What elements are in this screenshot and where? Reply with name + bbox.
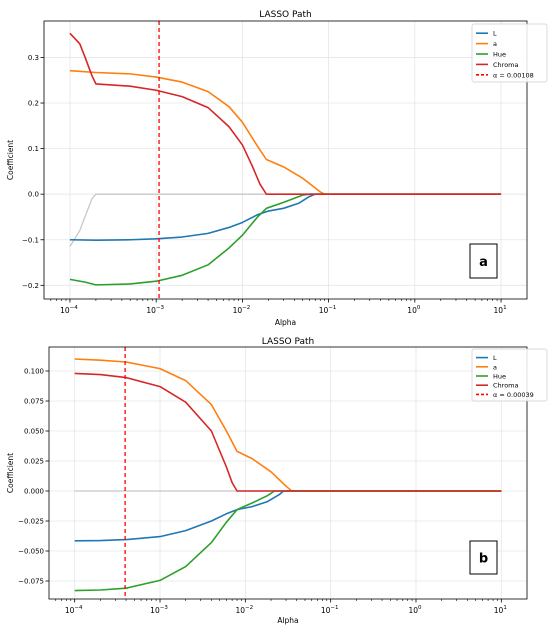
y-tick-label: −0.075 (18, 578, 44, 586)
zero-coefficient-path (69, 193, 502, 247)
legend-label: Chroma (493, 61, 518, 69)
legend-label: Hue (493, 51, 506, 59)
legend-box (471, 348, 548, 402)
x-tick-label: 10−2 (233, 305, 251, 315)
x-axis-label: Alpha (277, 616, 298, 625)
series-line-chroma (74, 372, 502, 492)
series-line-a (74, 358, 502, 492)
chart-title: LASSO Path (262, 337, 315, 347)
y-tick-label: 0.3 (28, 54, 39, 62)
y-axis-label: Coefficient (6, 140, 15, 180)
panel-label-box (469, 243, 498, 279)
y-tick-label: 0.0 (28, 191, 39, 199)
x-tick-label: 10−1 (319, 305, 337, 315)
y-tick-label: −0.1 (22, 236, 39, 244)
series-line-a (69, 69, 502, 195)
chart-legend: La Hue Chroma α = 0.00108 (471, 23, 548, 83)
y-tick-label: −0.050 (18, 548, 44, 556)
panel-label-box (469, 540, 498, 575)
x-tick-label: 101 (494, 305, 507, 315)
series-line-l (69, 193, 502, 242)
legend-label: L (493, 30, 497, 38)
chart-title: LASSO Path (259, 10, 312, 20)
legend-label: a (493, 363, 497, 371)
chart-panel-b: 10−4 10−3 10−2 10−1 100 101 −0.075 −0.050 −0.025… (6, 337, 548, 625)
legend-label: L (493, 354, 497, 362)
y-tick-label: −0.025 (18, 518, 44, 526)
series-line-hue (74, 490, 502, 592)
plot-frame (48, 346, 528, 600)
y-tick-label: 0.2 (28, 100, 39, 108)
y-tick-label: 0.100 (24, 368, 44, 376)
series-line-chroma (69, 32, 502, 195)
y-tick-label: 0.050 (24, 428, 44, 436)
y-tick-label: −0.2 (22, 282, 39, 290)
y-tick-label: 0.075 (24, 398, 44, 406)
chart-panel-a: 10−4 10−3 10−2 10−1 100 101 −0.2 −0.1 0.0 0.1 0.2 0… (6, 10, 548, 327)
legend-label: α = 0.00039 (493, 391, 534, 399)
x-tick-label: 101 (494, 605, 507, 615)
plot-frame (43, 20, 528, 300)
legend-label: a (493, 40, 497, 48)
y-tick-label: 0.1 (28, 145, 39, 153)
y-axis-label: Coefficient (6, 453, 15, 493)
y-tick-label: 0.025 (24, 458, 44, 466)
legend-label: α = 0.00108 (493, 71, 534, 79)
series-line-hue (69, 193, 502, 286)
x-tick-label: 10−3 (150, 605, 168, 615)
legend-label: Hue (493, 373, 506, 381)
x-tick-label: 10−4 (65, 605, 83, 615)
series-line-l (74, 490, 502, 542)
y-tick-label: 0.000 (24, 488, 44, 496)
x-tick-label: 10−4 (60, 305, 78, 315)
legend-box (471, 23, 548, 83)
panel-label: b (479, 552, 488, 567)
x-tick-label: 10−2 (236, 605, 254, 615)
x-tick-label: 10−3 (146, 305, 164, 315)
x-tick-label: 10−1 (321, 605, 339, 615)
panel-label: a (479, 255, 488, 270)
x-tick-label: 100 (407, 305, 421, 315)
x-tick-label: 100 (408, 605, 422, 615)
legend-label: Chroma (493, 382, 518, 390)
x-axis-label: Alpha (275, 318, 296, 327)
